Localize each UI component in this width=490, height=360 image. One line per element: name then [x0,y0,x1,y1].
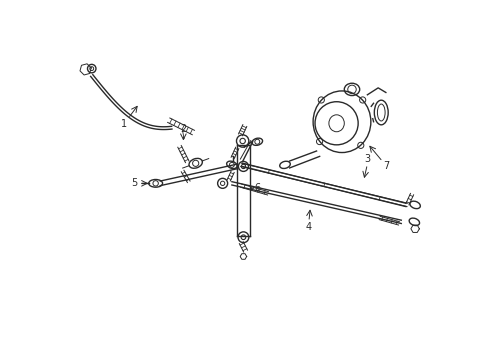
Text: 6: 6 [254,183,260,193]
Text: 3: 3 [365,154,370,165]
Text: 4: 4 [306,222,312,232]
Text: 5: 5 [131,178,137,188]
Text: 1: 1 [121,119,127,129]
Text: 2: 2 [180,125,187,134]
Text: 7: 7 [383,161,389,171]
